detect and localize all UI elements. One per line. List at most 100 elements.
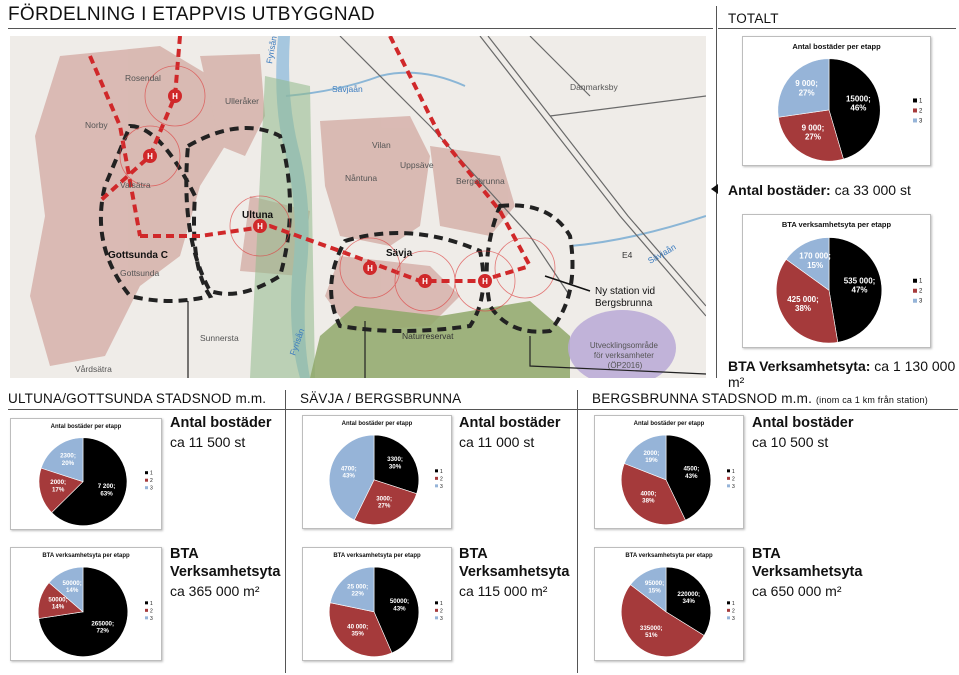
legend-label: 2 — [732, 608, 735, 614]
total-bta-label: BTA Verksamhetsyta: — [728, 358, 871, 374]
section-divider — [285, 390, 286, 673]
chart-total-bostader: Antal bostäder per etapp 15000; 46% 9 000; 2… — [742, 36, 931, 166]
place-label: Vilan — [372, 140, 391, 150]
legend-swatch — [145, 486, 148, 490]
legend-swatch — [145, 601, 148, 605]
chart-ultuna-bta: BTA verksamhetsyta per etapp 265000; 72% 50… — [10, 547, 162, 661]
total-bostader-value: ca 33 000 st — [834, 182, 911, 198]
annotation-station-line: Ny station vid — [595, 286, 655, 297]
stat-bta-value: ca 115 000 m² — [459, 583, 548, 599]
legend-label: 2 — [919, 108, 923, 114]
legend-swatch — [145, 478, 148, 482]
pie-data-label: 2000; 19% — [643, 450, 659, 464]
pie-slice-3 — [328, 434, 375, 521]
pie-data-label: 3000; 27% — [376, 495, 392, 509]
title-rule — [8, 28, 713, 29]
total-bta-text: BTA Verksamhetsyta: ca 1 130 000 m² — [728, 358, 959, 390]
pie-data-label: 25 000; 22% — [347, 583, 368, 597]
place-label: Naturreservat — [402, 331, 454, 341]
pie-chart: Antal bostäder per etapp 4500; 43% 4000; 38%… — [620, 421, 735, 525]
stats-ultuna: Antal bostäder ca 11 500 st — [170, 414, 272, 452]
pie-slice-1 — [828, 237, 883, 343]
pie-slice-2 — [38, 467, 84, 514]
stat-bta-head: Verksamhetsyta — [170, 564, 281, 580]
pie-data-label: 2000; 17% — [50, 479, 66, 493]
stat-bostader-value: ca 10 500 st — [752, 434, 829, 450]
place-label: Danmarksby — [570, 82, 618, 92]
stat-bostader-head: Antal bostäder — [752, 415, 854, 431]
pie-slice-2 — [620, 463, 686, 525]
stats-bergsbrunna: Antal bostäder ca 10 500 st — [752, 414, 854, 452]
legend-swatch — [727, 601, 730, 605]
legend-swatch — [435, 601, 438, 605]
legend-label: 3 — [150, 486, 153, 492]
legend-swatch — [727, 469, 730, 473]
place-label: Valsätra — [120, 180, 151, 190]
section-title-savja: SÄVJA / BERGSBRUNNA — [300, 391, 462, 406]
legend-label: 3 — [919, 299, 923, 305]
pie-slice-1 — [51, 437, 128, 526]
legend-swatch — [913, 288, 917, 293]
pie-slice-2 — [328, 602, 393, 657]
legend-swatch — [727, 484, 730, 488]
pie-slice-1 — [665, 566, 712, 636]
pie-slice-3 — [329, 566, 375, 613]
pie-data-label: 95000; 15% — [645, 580, 664, 594]
pie-data-label: 9 000; 27% — [802, 124, 825, 142]
section-title-ultuna: ULTUNA/GOTTSUNDA STADSNOD m.m. — [8, 391, 267, 406]
pie-data-label: 15000; 46% — [846, 94, 871, 112]
legend-label: 3 — [919, 118, 923, 124]
chart-savja-bta: BTA verksamhetsyta per etapp 50000; 43% 40 … — [302, 547, 452, 661]
stat-bta-head: BTA — [459, 546, 488, 562]
legend-label: 3 — [732, 484, 735, 490]
totalt-rule — [718, 28, 956, 29]
legend-label: 1 — [440, 601, 443, 607]
pie-slice-2 — [621, 584, 705, 657]
pie-data-label: 265000; 72% — [91, 620, 114, 634]
legend-label: 1 — [440, 469, 443, 475]
pie-data-label: 9 000; 27% — [795, 79, 818, 97]
pie-slice-3 — [40, 437, 84, 483]
pie-data-label: 535 000; 47% — [844, 276, 876, 294]
pie-slice-3 — [785, 237, 830, 291]
pie-slice-2 — [778, 109, 844, 162]
station-marker: H — [367, 264, 373, 273]
place-label: Rosendal — [125, 73, 161, 83]
pie-data-label: 50000; 14% — [63, 580, 82, 594]
place-label: Norby — [85, 120, 108, 130]
legend-swatch — [913, 118, 917, 123]
station-marker: H — [147, 152, 153, 161]
station-marker: H — [257, 222, 263, 231]
stat-bostader-head: Antal bostäder — [459, 415, 561, 431]
chart-title: BTA verksamhetsyta per etapp — [782, 220, 892, 229]
stat-bta-head: Verksamhetsyta — [752, 564, 863, 580]
legend-swatch — [145, 471, 148, 475]
chart-bergsbrunna-bostader: Antal bostäder per etapp 4500; 43% 4000; 38%… — [594, 415, 744, 529]
pie-data-label: 4500; 43% — [683, 466, 699, 480]
annotation-dev-line: (ÖP2016) — [608, 361, 643, 370]
chart-title: Antal bostäder per etapp — [792, 42, 881, 51]
stats-savja-bta: BTA Verksamhetsyta ca 115 000 m² — [459, 545, 569, 601]
pie-data-label: 3300; 30% — [387, 456, 403, 470]
water-label: Sävjaån — [332, 84, 363, 94]
pie-chart: BTA verksamhetsyta per etapp 535 000; 47% 4… — [775, 220, 923, 344]
place-label: Gottsunda — [120, 268, 159, 278]
legend-swatch — [913, 98, 917, 103]
pie-slice-3 — [623, 434, 667, 481]
pie-data-label: 170 000; 15% — [799, 252, 831, 270]
chart-title: BTA verksamhetsyta per etapp — [333, 553, 421, 559]
legend-label: 2 — [440, 476, 443, 482]
place-label: Vårdsätra — [75, 364, 112, 374]
stat-bostader-value: ca 11 500 st — [170, 434, 246, 450]
pie-chart: Antal bostäder per etapp 7 200; 63% 2000; 17… — [38, 424, 153, 526]
legend-label: 3 — [732, 616, 735, 622]
place-label: Sunnersta — [200, 333, 239, 343]
stats-savja: Antal bostäder ca 11 000 st — [459, 414, 561, 452]
legend-swatch — [727, 608, 730, 612]
station-marker: H — [482, 277, 488, 286]
section-title-bergsbrunna: BERGSBRUNNA STADSNOD m.m. (inom ca 1 km … — [592, 391, 928, 406]
legend-swatch — [913, 298, 917, 303]
legend-swatch — [435, 484, 438, 488]
pie-slice-1 — [373, 566, 420, 654]
